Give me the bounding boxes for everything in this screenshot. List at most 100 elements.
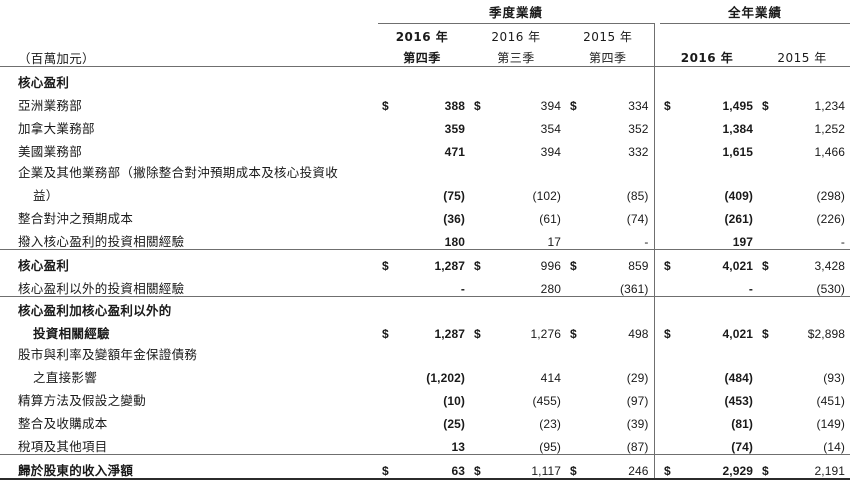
value-tax-q4-2016: 13	[400, 431, 470, 455]
cell-blank	[684, 297, 758, 319]
currency-blank	[470, 385, 492, 408]
core-earnings-title: 核心盈利	[18, 75, 70, 90]
currency-blank	[566, 431, 588, 455]
group-divider	[653, 296, 661, 318]
group-divider	[653, 66, 661, 90]
column-header-row-2: （百萬加元） 第四季 第三季 第四季 2016 年 2015 年	[0, 45, 850, 67]
currency-blank	[470, 431, 492, 455]
value-canada-q4-2016: 359	[444, 122, 465, 136]
currency-blank	[470, 362, 492, 385]
currency-symbol: $	[664, 327, 671, 341]
row-label-hedge-cost: 整合對沖之預期成本	[18, 211, 134, 226]
cell-blank	[378, 159, 400, 180]
currency-blank	[470, 113, 492, 136]
currency-symbol: $	[474, 327, 481, 341]
cell-blank	[588, 159, 654, 180]
value-asia-q3-2016: 394	[540, 99, 561, 113]
currency-blank	[566, 362, 588, 385]
currency-blank	[758, 113, 780, 136]
currency-blank	[660, 273, 685, 297]
row-label-core-inv-exp: 撥入核心盈利的投資相關經驗	[0, 226, 378, 250]
currency-blank	[378, 180, 400, 203]
currency-blank	[470, 180, 492, 203]
row-label-canada: 加拿大業務部	[18, 121, 95, 136]
value-net-y2016: 2,929	[684, 454, 759, 480]
value-combined-y2016: 4,021	[722, 327, 754, 341]
currency-symbol: $	[762, 327, 769, 341]
value-actuarial-q3-2016: (455)	[532, 394, 561, 408]
row-label-corporate-line1: 企業及其他業務部（撇除整合對沖預期成本及核心投資收	[18, 165, 339, 180]
value-corporate-q4-2016: (75)	[443, 189, 465, 203]
group-divider	[653, 180, 661, 203]
header-y2016-line1	[660, 24, 758, 46]
currency-blank	[566, 385, 588, 408]
table-row: 益） (75) (102) (85) (409) (298)	[0, 180, 850, 203]
value-asia-y2015: 1,234	[814, 99, 846, 113]
value-corporate-y2015: (298)	[816, 189, 846, 203]
currency-symbol: $	[758, 454, 781, 480]
header-y2015-line1	[758, 24, 850, 46]
group-header-quarterly: 季度業績	[378, 0, 655, 24]
currency-blank	[660, 385, 684, 408]
currency-blank	[378, 203, 400, 226]
value-combined-q4-2015: 498	[628, 327, 649, 341]
value-tax-q4-2015: (87)	[588, 431, 655, 455]
row-label-actuarial: 精算方法及假設之變動	[18, 393, 147, 408]
value-hedge-q3-2016: (61)	[539, 212, 561, 226]
currency-blank	[378, 385, 400, 408]
table-row: 亞洲業務部 $ 388 $ 394 $ 334 $ 1,495 $ 1,234	[0, 90, 850, 113]
group-divider	[653, 90, 661, 113]
cell-blank	[566, 67, 588, 91]
cell-blank	[566, 341, 588, 362]
value-combined-y2015: $2,898	[807, 327, 846, 341]
value-coretotal-y2016: 4,021	[722, 259, 754, 273]
currency-symbol: $	[470, 454, 492, 480]
table-row-total: 歸於股東的收入淨額 $ 63 $ 1,117 $ 246 $ 2,929 $ 2…	[0, 454, 850, 480]
currency-blank	[660, 226, 685, 250]
value-combined-q4-2016: 1,287	[434, 327, 465, 341]
group-divider	[653, 341, 661, 362]
cell-blank	[588, 341, 654, 362]
value-coreinv-q4-2015: -	[588, 226, 655, 250]
value-market-y2016: (484)	[724, 371, 754, 385]
value-tax-y2016: (74)	[684, 431, 759, 455]
cell-blank	[470, 341, 492, 362]
cell-blank	[780, 159, 850, 180]
currency-blank	[758, 136, 780, 159]
cell-blank	[660, 67, 684, 91]
cell-blank	[400, 67, 470, 91]
value-hedge-y2015: (226)	[816, 212, 846, 226]
currency-blank	[566, 180, 588, 203]
cell-blank	[660, 341, 684, 362]
value-noncore-y2015: (530)	[780, 273, 850, 297]
header-q4-2015-line2: 第四季	[566, 45, 655, 67]
table-row: 撥入核心盈利的投資相關經驗 180 17 - 197 -	[0, 226, 850, 250]
cell-blank	[378, 341, 400, 362]
header-y2016: 2016 年	[660, 45, 759, 67]
table-row-subtotal: 投資相關經驗 $ 1,287 $ 1,276 $ 498 $ 4,021 $ $…	[0, 318, 850, 341]
cell-blank	[400, 341, 470, 362]
value-acq-y2015: (149)	[816, 417, 846, 431]
currency-blank	[470, 136, 492, 159]
cell-blank	[492, 159, 566, 180]
value-corporate-q3-2016: (102)	[532, 189, 561, 203]
value-noncore-q4-2016: -	[400, 273, 470, 297]
currency-blank	[566, 408, 588, 431]
currency-blank	[758, 408, 780, 431]
currency-blank	[378, 136, 400, 159]
currency-blank	[758, 385, 780, 408]
cell-blank	[588, 297, 654, 319]
value-asia-q4-2016: 388	[444, 99, 465, 113]
value-us-q4-2015: 332	[628, 145, 649, 159]
value-tax-q3-2016: (95)	[492, 431, 566, 455]
group-divider	[653, 113, 661, 136]
currency-symbol: $	[762, 99, 769, 113]
cell-blank	[400, 159, 470, 180]
cell-blank	[758, 341, 780, 362]
value-us-q4-2016: 471	[444, 145, 465, 159]
value-us-q3-2016: 394	[540, 145, 561, 159]
currency-symbol: $	[382, 327, 389, 341]
value-canada-q4-2015: 352	[628, 122, 649, 136]
header-y2015: 2015 年	[758, 45, 850, 67]
